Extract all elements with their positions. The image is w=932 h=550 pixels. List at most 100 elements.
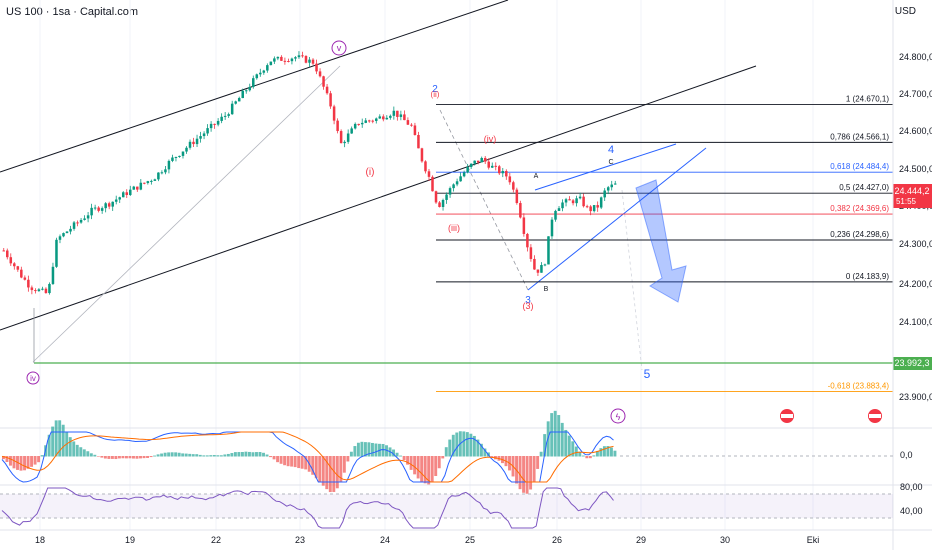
projection-dash xyxy=(621,189,643,371)
candle-body xyxy=(533,258,536,270)
macd-histogram-bar xyxy=(363,442,367,457)
macd-histogram-bar xyxy=(416,456,420,479)
macd-histogram-bar xyxy=(19,456,23,471)
time-tick: 23 xyxy=(295,535,305,545)
macd-histogram-bar xyxy=(536,456,540,469)
candle-body xyxy=(578,196,582,199)
macd-zero-tick: 0,0 xyxy=(900,450,913,460)
macd-histogram-bar xyxy=(37,456,41,463)
candle-body xyxy=(30,287,34,291)
time-tick: 19 xyxy=(125,535,135,545)
price-tick: 24.300,0 xyxy=(899,239,932,249)
macd-histogram-bar xyxy=(117,456,121,459)
candle-body xyxy=(385,117,389,120)
macd-histogram-bar xyxy=(423,456,427,484)
macd-histogram-bar xyxy=(441,456,445,459)
macd-histogram-bar xyxy=(9,456,12,466)
candle-body xyxy=(308,59,311,63)
macd-histogram-bar xyxy=(455,432,459,457)
macd-histogram-bar xyxy=(395,452,399,457)
candle-body xyxy=(505,171,508,177)
macd-histogram-bar xyxy=(195,454,199,457)
candle-body xyxy=(262,70,266,73)
macd-histogram-bar xyxy=(174,452,178,457)
candle-body xyxy=(582,196,585,207)
candle-body xyxy=(244,90,248,92)
rsi-40-tick: 40,00 xyxy=(900,506,923,516)
macd-histogram-bar xyxy=(160,453,164,457)
rsi-line xyxy=(1,487,614,529)
fib-label: 0,236 (24.298,6) xyxy=(830,230,889,239)
candle-body xyxy=(297,55,301,58)
macd-histogram-bar xyxy=(360,441,364,457)
candle-body xyxy=(9,257,13,264)
candle-body xyxy=(44,288,48,294)
candle-body xyxy=(396,110,399,117)
candle-body xyxy=(501,171,505,174)
macd-histogram-bar xyxy=(2,456,5,460)
macd-histogram-bar xyxy=(290,456,294,467)
macd-histogram-bar xyxy=(96,456,100,457)
macd-signal-line xyxy=(1,431,614,483)
macd-histogram-bar xyxy=(483,448,487,457)
macd-histogram-bar xyxy=(114,456,118,460)
current-price-value: 24.444,2 xyxy=(894,186,929,196)
candle-body xyxy=(167,160,171,170)
candle-body xyxy=(382,116,385,120)
candle-body xyxy=(100,208,104,211)
candle-body xyxy=(568,199,571,201)
us-flag-stripe xyxy=(781,414,793,418)
lower-channel-line xyxy=(0,65,757,331)
event-flash-glyph: ϟ xyxy=(616,412,621,422)
fib-label: 0,786 (24.566,1) xyxy=(830,132,889,141)
candle-body xyxy=(269,61,273,66)
macd-histogram-bar xyxy=(121,456,125,459)
macd-histogram-bar xyxy=(163,452,167,457)
wave-iv-label: iv xyxy=(30,374,36,383)
candle-body xyxy=(371,120,375,122)
current-price-tag: 24.444,2 51:55 xyxy=(893,184,932,208)
macd-histogram-bar xyxy=(613,450,617,457)
macd-histogram-bar xyxy=(255,452,258,457)
macd-histogram-bar xyxy=(265,454,269,457)
candle-body xyxy=(526,233,529,248)
macd-histogram-bar xyxy=(592,455,596,457)
macd-histogram-bar xyxy=(135,456,139,459)
price-tick: 24.100,0 xyxy=(899,317,932,327)
macd-histogram-bar xyxy=(564,429,568,457)
candle-body xyxy=(480,157,483,163)
macd-histogram-bar xyxy=(58,420,62,457)
time-tick: 22 xyxy=(211,535,221,545)
candle-body xyxy=(585,206,589,208)
candle-body xyxy=(466,166,469,173)
macd-histogram-bar xyxy=(476,439,480,457)
wave-iii-label: (iii) xyxy=(448,223,460,233)
candle-body xyxy=(34,290,37,292)
macd-histogram-bar xyxy=(311,456,315,475)
wave-4-label: 4 xyxy=(608,144,614,156)
macd-histogram-bar xyxy=(146,456,149,458)
macd-histogram-bar xyxy=(75,444,79,457)
fib-label: 0,618 (24.484,4) xyxy=(830,162,889,171)
wave-c-label: C xyxy=(608,159,613,166)
time-tick: 30 xyxy=(720,535,730,545)
macd-histogram-bar xyxy=(40,455,44,457)
candle-body xyxy=(139,182,143,190)
candle-body xyxy=(202,133,206,137)
macd-histogram-bar xyxy=(318,456,322,482)
candle-body xyxy=(213,123,216,125)
time-tick: 18 xyxy=(35,535,45,545)
price-tick: 23.900,0 xyxy=(899,392,932,402)
candle-body xyxy=(150,180,153,182)
candle-body xyxy=(301,55,304,57)
macd-histogram-bar xyxy=(420,456,424,482)
candle-body xyxy=(23,277,27,280)
candle-body xyxy=(315,63,318,72)
macd-histogram-bar xyxy=(462,431,466,457)
macd-histogram-bar xyxy=(465,432,469,457)
candle-body xyxy=(596,205,599,208)
candle-body xyxy=(132,186,136,190)
candle-body xyxy=(357,123,360,125)
support-price-tag: 23.992,3 xyxy=(893,357,932,370)
